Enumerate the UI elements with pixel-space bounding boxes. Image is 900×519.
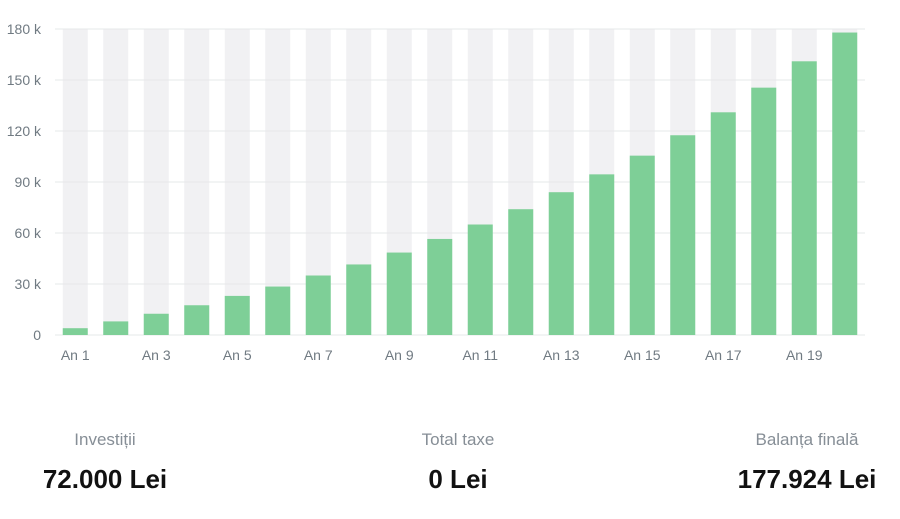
bar <box>427 238 453 335</box>
bar <box>467 224 493 335</box>
x-tick-label: An 15 <box>624 347 661 363</box>
x-tick-label: An 9 <box>385 347 414 363</box>
bar <box>184 305 210 335</box>
y-tick-label: 150 k <box>7 72 42 88</box>
bar <box>386 252 412 335</box>
y-tick-label: 90 k <box>15 174 42 190</box>
x-tick-label: An 3 <box>142 347 171 363</box>
chart-area: 0 30 k 60 k 90 k 120 k 150 k 180 k An 1 An 3 An 5… <box>7 21 865 363</box>
final-balance-value: 177.924 Lei <box>737 464 877 494</box>
y-tick-label: 0 <box>33 327 41 343</box>
x-tick-label: An 13 <box>543 347 580 363</box>
investments-value: 72.000 Lei <box>42 464 168 494</box>
y-tick-label: 30 k <box>15 276 42 292</box>
bar <box>791 61 817 336</box>
x-tick-label: An 17 <box>705 347 742 363</box>
x-tick-label: An 1 <box>61 347 90 363</box>
y-tick-label: 180 k <box>7 21 42 37</box>
final-balance-label: Balanța finală <box>755 430 859 449</box>
bar <box>548 192 574 335</box>
y-tick-label: 120 k <box>7 123 42 139</box>
bar <box>832 32 858 335</box>
taxes-label: Total taxe <box>421 430 495 449</box>
bar <box>346 264 372 335</box>
taxes-value: 0 Lei <box>428 464 488 494</box>
y-tick-label: 60 k <box>15 225 42 241</box>
bar <box>670 135 696 335</box>
bar <box>751 87 777 336</box>
bar <box>508 209 534 335</box>
bar <box>710 112 736 335</box>
bar <box>143 313 169 335</box>
bar <box>305 275 331 335</box>
investments-label: Investiții <box>74 430 136 449</box>
final-balance-stat: Balanța finală 177.924 Lei <box>722 430 892 495</box>
x-tick-label: An 7 <box>304 347 333 363</box>
bar <box>629 155 655 335</box>
bar <box>589 174 615 335</box>
x-tick-label: An 11 <box>462 347 498 363</box>
bar <box>224 295 250 335</box>
bar <box>265 286 291 335</box>
investments-stat: Investiții 72.000 Lei <box>30 430 180 495</box>
x-tick-label: An 5 <box>223 347 252 363</box>
balance-bar-chart: 0 30 k 60 k 90 k 120 k 150 k 180 k An 1 An 3 An 5… <box>7 21 865 363</box>
bar <box>103 321 129 335</box>
taxes-stat: Total taxe 0 Lei <box>383 430 533 495</box>
bar <box>62 328 88 335</box>
x-tick-label: An 19 <box>786 347 823 363</box>
